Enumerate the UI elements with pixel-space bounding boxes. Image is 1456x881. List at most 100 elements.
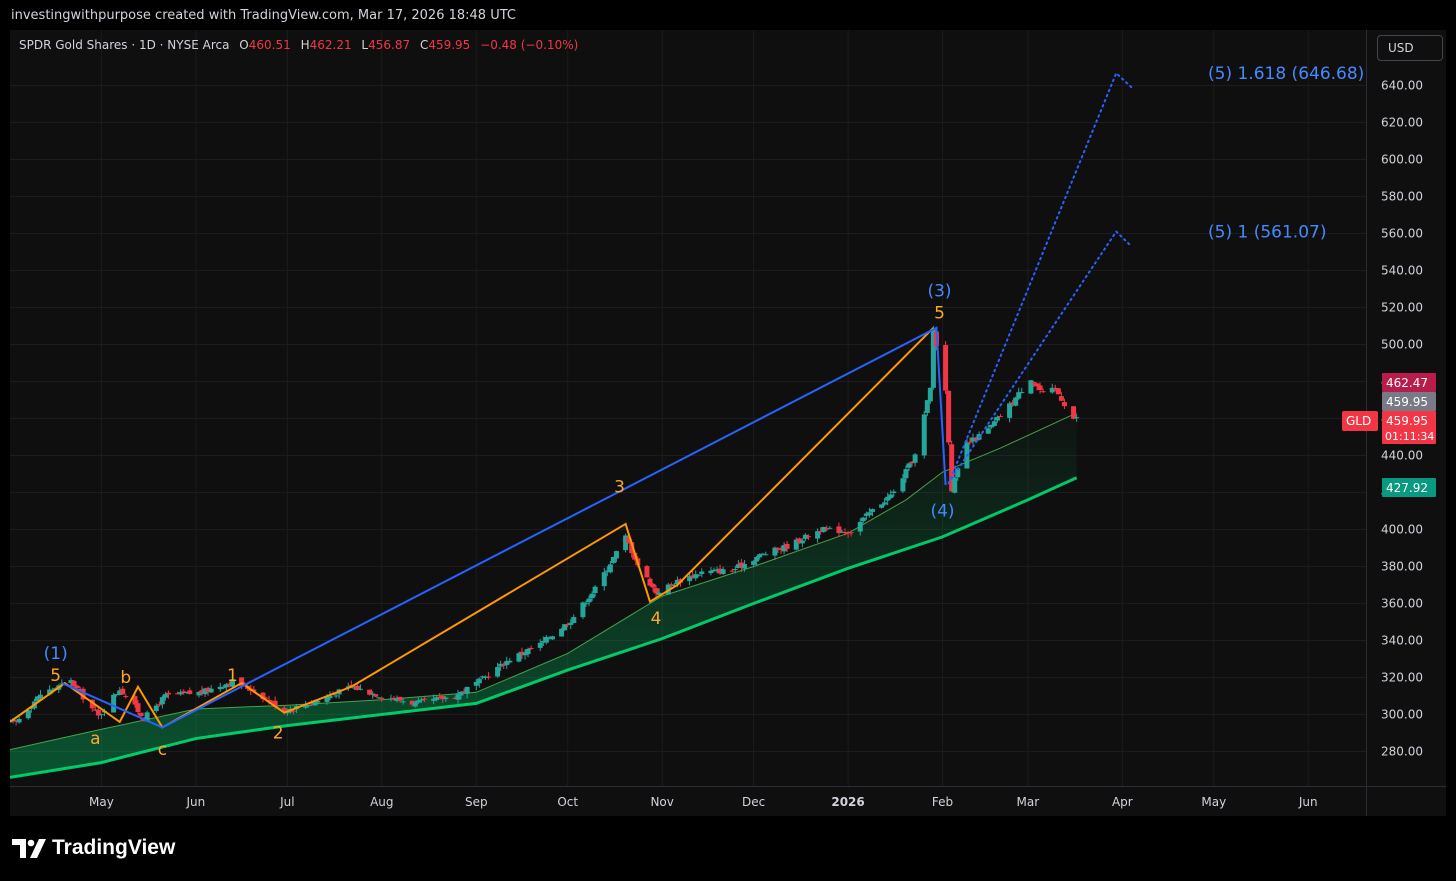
- candle: [543, 635, 549, 645]
- candle-body: [373, 694, 379, 697]
- candle: [431, 694, 437, 705]
- symbol-name[interactable]: SPDR Gold Shares · 1D · NYSE Arca: [19, 38, 230, 52]
- candle: [196, 691, 202, 698]
- candle: [693, 570, 699, 581]
- candle-body: [687, 576, 693, 582]
- candle-body: [668, 584, 674, 586]
- candle-body: [775, 548, 781, 550]
- candle: [559, 627, 565, 637]
- y-tick-label: 580.00: [1381, 190, 1423, 204]
- close-label: C: [419, 38, 429, 52]
- candle-body: [571, 617, 577, 623]
- candle: [613, 550, 619, 563]
- candle-body: [580, 602, 586, 618]
- candle: [589, 591, 595, 602]
- candle-body: [568, 622, 574, 625]
- candle: [885, 492, 891, 506]
- currency-button[interactable]: USD: [1377, 35, 1443, 61]
- candle: [775, 547, 781, 553]
- candle: [994, 415, 1000, 423]
- y-tick-label: 300.00: [1381, 708, 1423, 722]
- candle-body: [988, 424, 994, 428]
- candle: [95, 707, 101, 720]
- symbol-legend: SPDR Gold Shares · 1D · NYSE Arca O460.5…: [19, 38, 578, 52]
- candle-body: [955, 468, 961, 478]
- candle-body: [1055, 388, 1061, 395]
- y-tick-label: 360.00: [1381, 597, 1423, 611]
- tradingview-logo-icon[interactable]: [12, 836, 48, 862]
- candle-body: [882, 502, 888, 505]
- candle-body: [315, 700, 321, 703]
- candle: [1034, 382, 1040, 391]
- candle: [583, 600, 589, 607]
- low-value: 456.87: [368, 38, 411, 52]
- y-tick-label: 600.00: [1381, 153, 1423, 167]
- candle: [440, 695, 446, 703]
- candle-body: [80, 688, 86, 700]
- candle-body: [324, 696, 330, 702]
- candle: [114, 694, 120, 697]
- candle: [120, 686, 126, 695]
- candle-body: [504, 661, 510, 665]
- candle-body: [281, 707, 287, 713]
- candle: [772, 546, 778, 560]
- x-tick-label: 2026: [831, 795, 864, 809]
- candle: [498, 660, 504, 672]
- candle-body: [863, 513, 869, 516]
- high-label: H: [300, 38, 310, 52]
- candle: [949, 440, 955, 493]
- candle-body: [879, 504, 885, 508]
- candle: [1049, 383, 1055, 394]
- tradingview-brand[interactable]: TradingView: [52, 836, 176, 859]
- candle-body: [351, 687, 357, 689]
- candle-body: [711, 569, 717, 572]
- candle: [857, 518, 863, 536]
- candle-body: [994, 417, 1000, 421]
- chart-panel[interactable]: (1) 5 b 1 a c 2 3 4 (3) 5 (4) (5) 1.618 (646.68) (5) …: [10, 30, 1446, 816]
- candle-body: [495, 667, 501, 677]
- candle-body: [1058, 396, 1064, 401]
- x-tick-label: Mar: [1017, 795, 1040, 809]
- candle: [1010, 399, 1016, 408]
- candle-body: [735, 564, 741, 568]
- candle: [912, 452, 918, 467]
- candle-body: [327, 695, 333, 699]
- price-labels: 462.47 459.95 459.95 01:11:34 GLD 427.92: [1342, 373, 1436, 497]
- candle-body: [199, 690, 205, 694]
- candle: [860, 516, 866, 524]
- candle: [796, 537, 802, 544]
- candle-body: [482, 676, 488, 678]
- candle-body: [1034, 383, 1040, 387]
- candle-body: [272, 700, 278, 708]
- candle-body: [379, 697, 385, 699]
- candle-body: [165, 692, 171, 695]
- candle-body: [162, 694, 168, 698]
- candle: [123, 694, 129, 699]
- candle: [504, 656, 510, 669]
- candle: [412, 700, 418, 708]
- candle: [1007, 401, 1013, 423]
- candle: [1052, 384, 1058, 392]
- candle-body: [263, 697, 269, 699]
- candle-body: [836, 526, 842, 534]
- open-value: 460.51: [248, 38, 291, 52]
- candle: [866, 507, 872, 518]
- projection-1618-line: [947, 71, 1133, 485]
- candle: [1019, 387, 1025, 394]
- candle: [13, 720, 19, 726]
- y-tick-label: 320.00: [1381, 671, 1423, 685]
- candle: [882, 497, 888, 506]
- candle-body: [757, 554, 763, 558]
- candle-body: [461, 691, 467, 693]
- candle-body: [537, 642, 543, 648]
- candle: [717, 564, 723, 576]
- candle: [370, 691, 376, 699]
- candle-body: [543, 636, 549, 643]
- low-label: L: [361, 38, 369, 52]
- candle-body: [458, 691, 464, 696]
- candle-body: [586, 598, 592, 603]
- candle-body: [266, 699, 272, 702]
- candle-body: [376, 697, 382, 699]
- candle: [98, 713, 104, 720]
